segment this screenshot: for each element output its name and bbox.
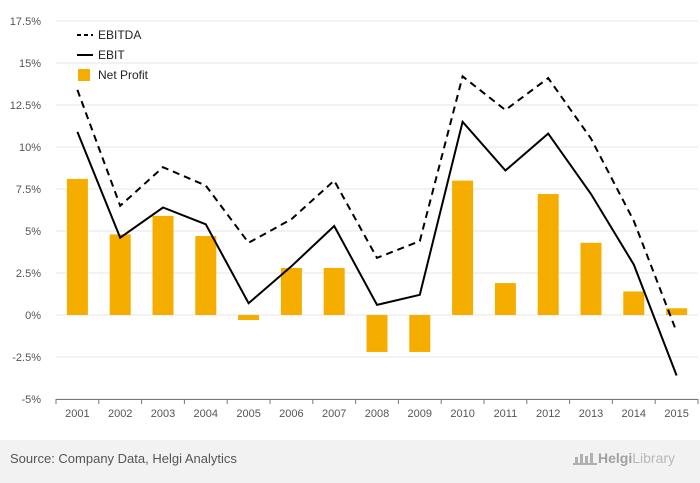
y-tick-label: -5% [21, 394, 41, 406]
x-tick-label: 2002 [108, 408, 132, 420]
y-tick-label: 7.5% [16, 184, 41, 196]
bar [238, 315, 260, 321]
series-lines [76, 74, 678, 376]
legend-label: Net Profit [98, 68, 149, 82]
y-tick-label: -2.5% [12, 352, 41, 364]
chart: 17.5% 15% 12.5% 10% 7.5% 5% 2.5% 0% -2.5% -5% 200… [10, 16, 699, 420]
y-tick-label: 17.5% [10, 16, 41, 28]
brand-logo: HelgiLibrary [572, 450, 675, 466]
x-tick-label: 2005 [236, 408, 260, 420]
x-tick-label: 2015 [664, 408, 688, 420]
bar [366, 315, 388, 352]
brand-name-light: Library [632, 450, 676, 466]
x-tick-label: 2007 [322, 408, 346, 420]
brand-name-bold: Helgi [598, 450, 633, 466]
bar [323, 267, 345, 315]
bar [580, 242, 602, 315]
x-axis-ticks: 2001 2002 2003 2004 2005 2006 2007 2008 2009 2010… [65, 408, 689, 420]
library-icon [573, 453, 597, 465]
bar [494, 283, 516, 315]
bar [537, 194, 559, 315]
ebit-line [76, 119, 678, 376]
ebitda-line [76, 74, 678, 333]
legend-label: EBITDA [98, 28, 141, 42]
brand-name: HelgiLibrary [598, 450, 675, 466]
bar [195, 236, 217, 315]
x-tick-label: 2006 [279, 408, 303, 420]
x-tick-label: 2014 [622, 408, 646, 420]
net-profit-bars [66, 178, 688, 352]
x-axis [55, 399, 699, 404]
bar [152, 215, 174, 315]
x-tick-label: 2010 [450, 408, 474, 420]
y-tick-label: 5% [25, 226, 41, 238]
bar [66, 178, 88, 315]
y-tick-label: 15% [19, 58, 41, 70]
x-tick-label: 2011 [494, 408, 518, 420]
x-tick-label: 2004 [194, 408, 218, 420]
y-tick-label: 2.5% [16, 268, 41, 280]
legend-label: EBIT [98, 48, 125, 62]
x-tick-label: 2008 [365, 408, 389, 420]
bar [409, 315, 431, 352]
source-note: Source: Company Data, Helgi Analytics [10, 451, 237, 466]
bar [623, 291, 645, 315]
legend: EBITDA EBIT Net Profit [77, 28, 149, 82]
y-tick-label: 10% [19, 142, 41, 154]
bar [666, 308, 688, 315]
x-tick-label: 2012 [536, 408, 560, 420]
bar [109, 234, 131, 315]
x-tick-label: 2009 [408, 408, 432, 420]
y-axis-ticks: 17.5% 15% 12.5% 10% 7.5% 5% 2.5% 0% -2.5% -5% [10, 16, 41, 406]
y-tick-label: 0% [25, 310, 41, 322]
x-tick-label: 2003 [151, 408, 175, 420]
bar [452, 180, 474, 315]
legend-swatch-net-profit [78, 69, 90, 81]
bar [280, 267, 302, 315]
x-tick-label: 2013 [579, 408, 603, 420]
x-tick-label: 2001 [65, 408, 89, 420]
footer-bar [0, 440, 700, 483]
y-tick-label: 12.5% [10, 100, 41, 112]
